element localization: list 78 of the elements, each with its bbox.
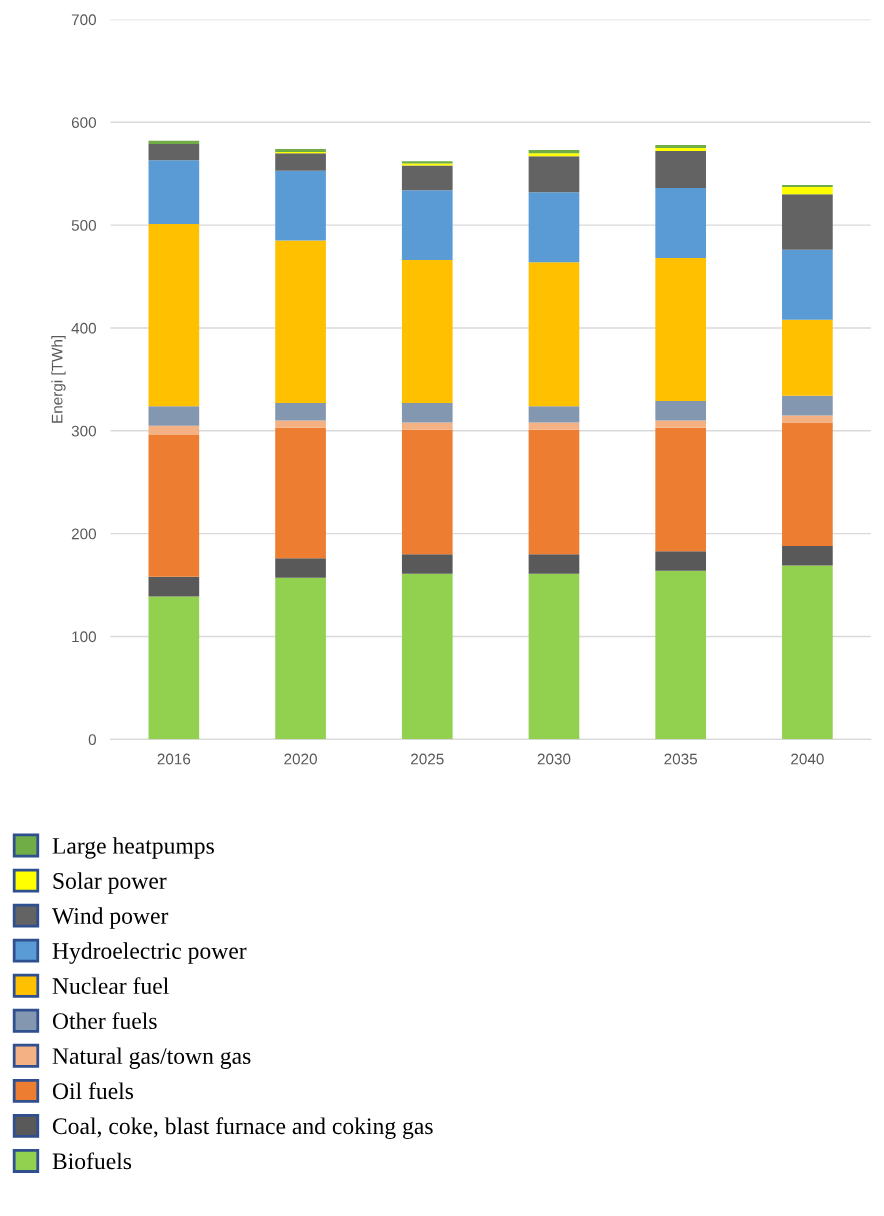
x-tick-label: 2035 [664, 753, 698, 765]
bar [148, 425, 200, 435]
legend-label: Natural gas/town gas [52, 1047, 251, 1069]
bar [148, 434, 200, 577]
bar [401, 260, 453, 404]
legend-label: Wind power [51, 907, 169, 929]
legend-label: Oil fuels [52, 1082, 134, 1100]
bar [401, 422, 453, 430]
bar [782, 319, 833, 396]
bar [655, 400, 707, 421]
bar [528, 192, 580, 263]
bar [275, 427, 326, 559]
bar [275, 153, 326, 171]
legend-label: Large heatpumps [52, 837, 214, 859]
bar [655, 144, 707, 148]
bar [655, 151, 707, 189]
bar [782, 395, 833, 416]
bar [148, 406, 200, 426]
bar [655, 570, 707, 740]
bar [401, 403, 453, 423]
bar [528, 406, 580, 423]
y-tick-label: 0 [88, 734, 97, 746]
y-tick-label: 500 [71, 220, 97, 231]
bar [275, 420, 326, 428]
bar [528, 422, 580, 430]
y-tick-label: 100 [72, 631, 97, 643]
bar [655, 148, 707, 152]
bar [782, 187, 833, 195]
legend-label: Other fuels [52, 1012, 157, 1030]
bar [275, 403, 326, 421]
bar [528, 156, 580, 193]
bar [782, 194, 833, 250]
bar [148, 160, 200, 225]
bar [528, 554, 580, 574]
x-tick-label: 2025 [411, 753, 444, 765]
bar [275, 558, 326, 578]
x-tick-label: 2030 [537, 753, 571, 765]
bar [528, 262, 580, 407]
bar [528, 573, 580, 740]
y-tick-label: 400 [71, 322, 97, 334]
bar [528, 429, 580, 555]
bar [148, 140, 200, 144]
bar [401, 190, 453, 261]
bar [782, 249, 833, 320]
bar [655, 427, 707, 552]
y-tick-label: 600 [71, 117, 97, 128]
y-axis-title: Energi [TWh] [51, 335, 66, 423]
bar [401, 165, 453, 191]
x-tick-label: 2016 [157, 753, 191, 765]
bar [401, 554, 453, 574]
y-tick-label: 300 [71, 425, 97, 437]
bar [401, 573, 453, 740]
y-tick-label: 700 [71, 14, 97, 26]
bar [655, 188, 707, 259]
bar [782, 545, 833, 566]
bar [782, 185, 833, 188]
legend-label: Coal, coke, blast furnace and coking gas [52, 1117, 433, 1140]
bar [148, 224, 200, 407]
legend-label: Hydroelectric power [52, 942, 247, 964]
y-tick-label: 200 [71, 528, 97, 540]
bar [275, 577, 326, 740]
bar [148, 576, 200, 597]
bar [655, 551, 707, 571]
bar [148, 143, 200, 161]
bar [275, 240, 326, 404]
bar [655, 258, 707, 401]
legend-label: Nuclear fuel [52, 977, 169, 995]
legend-label: Solar power [53, 872, 167, 894]
x-tick-label: 2040 [791, 753, 824, 765]
bar [655, 420, 707, 428]
bar [148, 596, 200, 740]
bar [782, 415, 833, 423]
bar [401, 429, 453, 555]
bar [275, 170, 326, 241]
bar [782, 422, 833, 546]
bar [782, 565, 833, 740]
legend-label: Biofuels [52, 1152, 132, 1170]
x-tick-label: 2020 [284, 753, 317, 765]
